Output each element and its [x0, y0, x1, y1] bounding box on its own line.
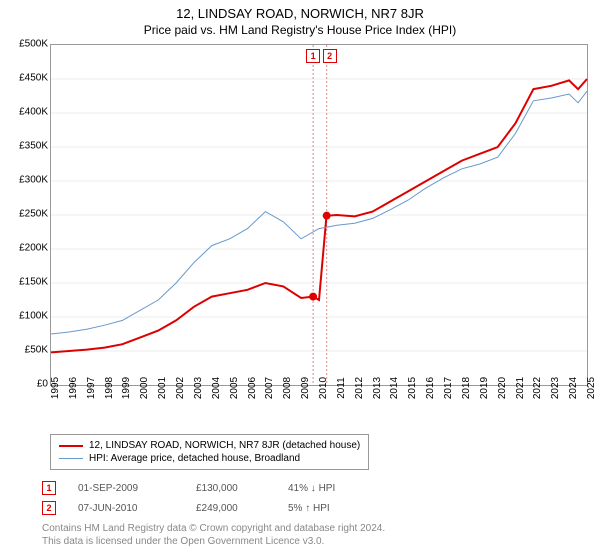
- transaction-index-box: 2: [42, 501, 56, 515]
- x-axis-tick: 2014: [389, 377, 400, 399]
- y-axis-tick: £250K: [19, 209, 48, 220]
- legend-item: HPI: Average price, detached house, Broa…: [59, 452, 360, 465]
- transaction-point: [309, 293, 317, 301]
- transaction-point: [323, 212, 331, 220]
- transaction-price: £130,000: [196, 483, 266, 494]
- x-axis-tick: 2000: [139, 377, 150, 399]
- x-axis-tick: 2020: [497, 377, 508, 399]
- chart-plot-area: 12: [50, 44, 588, 386]
- x-axis-tick: 2019: [479, 377, 490, 399]
- y-axis-tick: £450K: [19, 73, 48, 84]
- series-line: [51, 79, 587, 352]
- x-axis-tick: 2004: [211, 377, 222, 399]
- y-axis-tick: £150K: [19, 277, 48, 288]
- x-axis-tick: 2003: [193, 377, 204, 399]
- x-axis-tick: 1999: [121, 377, 132, 399]
- transaction-date: 01-SEP-2009: [78, 483, 174, 494]
- y-axis-tick: £400K: [19, 107, 48, 118]
- transaction-marker-2: 2: [323, 49, 337, 63]
- legend-swatch: [59, 445, 83, 447]
- transaction-row: 1 01-SEP-2009 £130,000 41% ↓ HPI: [42, 478, 368, 498]
- transaction-price: £249,000: [196, 503, 266, 514]
- footer-line-2: This data is licensed under the Open Gov…: [42, 535, 385, 548]
- x-axis-tick: 1998: [104, 377, 115, 399]
- x-axis-tick: 2022: [532, 377, 543, 399]
- chart-svg: [51, 45, 587, 385]
- transaction-vs-hpi: 41% ↓ HPI: [288, 483, 368, 494]
- x-axis-tick: 2017: [443, 377, 454, 399]
- x-axis-tick: 2010: [318, 377, 329, 399]
- x-axis-tick: 2012: [354, 377, 365, 399]
- transaction-vs-hpi: 5% ↑ HPI: [288, 503, 368, 514]
- chart-legend: 12, LINDSAY ROAD, NORWICH, NR7 8JR (deta…: [50, 434, 369, 470]
- x-axis-tick: 2016: [425, 377, 436, 399]
- x-axis-tick: 2018: [461, 377, 472, 399]
- x-axis-tick: 2024: [568, 377, 579, 399]
- x-axis-tick: 1997: [86, 377, 97, 399]
- x-axis-tick: 2009: [300, 377, 311, 399]
- x-axis-tick: 2005: [229, 377, 240, 399]
- page-title: 12, LINDSAY ROAD, NORWICH, NR7 8JR: [0, 0, 600, 21]
- x-axis-tick: 2025: [586, 377, 597, 399]
- x-axis-tick: 2008: [282, 377, 293, 399]
- x-axis-tick: 1995: [50, 377, 61, 399]
- y-axis-tick: £300K: [19, 175, 48, 186]
- legend-label: 12, LINDSAY ROAD, NORWICH, NR7 8JR (deta…: [89, 440, 360, 451]
- footer-line-1: Contains HM Land Registry data © Crown c…: [42, 522, 385, 535]
- y-axis-tick: £200K: [19, 243, 48, 254]
- page-subtitle: Price paid vs. HM Land Registry's House …: [0, 21, 600, 41]
- y-axis-tick: £350K: [19, 141, 48, 152]
- x-axis-tick: 2006: [247, 377, 258, 399]
- footer-attribution: Contains HM Land Registry data © Crown c…: [42, 522, 385, 548]
- transaction-row: 2 07-JUN-2010 £249,000 5% ↑ HPI: [42, 498, 368, 518]
- x-axis-tick: 2013: [372, 377, 383, 399]
- x-axis-tick: 1996: [68, 377, 79, 399]
- x-axis-tick: 2001: [157, 377, 168, 399]
- legend-swatch: [59, 458, 83, 459]
- transaction-index-box: 1: [42, 481, 56, 495]
- transactions-table: 1 01-SEP-2009 £130,000 41% ↓ HPI 2 07-JUN-201…: [42, 478, 368, 518]
- chart-container: 12, LINDSAY ROAD, NORWICH, NR7 8JR Price…: [0, 0, 600, 560]
- y-axis-tick: £50K: [25, 345, 48, 356]
- transaction-marker-1: 1: [306, 49, 320, 63]
- x-axis-tick: 2002: [175, 377, 186, 399]
- x-axis-tick: 2021: [515, 377, 526, 399]
- y-axis-tick: £500K: [19, 39, 48, 50]
- transaction-date: 07-JUN-2010: [78, 503, 174, 514]
- x-axis-tick: 2015: [407, 377, 418, 399]
- x-axis-tick: 2023: [550, 377, 561, 399]
- y-axis-tick: £0: [37, 379, 48, 390]
- legend-label: HPI: Average price, detached house, Broa…: [89, 453, 300, 464]
- x-axis-tick: 2007: [264, 377, 275, 399]
- x-axis-tick: 2011: [336, 377, 347, 399]
- y-axis-tick: £100K: [19, 311, 48, 322]
- legend-item: 12, LINDSAY ROAD, NORWICH, NR7 8JR (deta…: [59, 439, 360, 452]
